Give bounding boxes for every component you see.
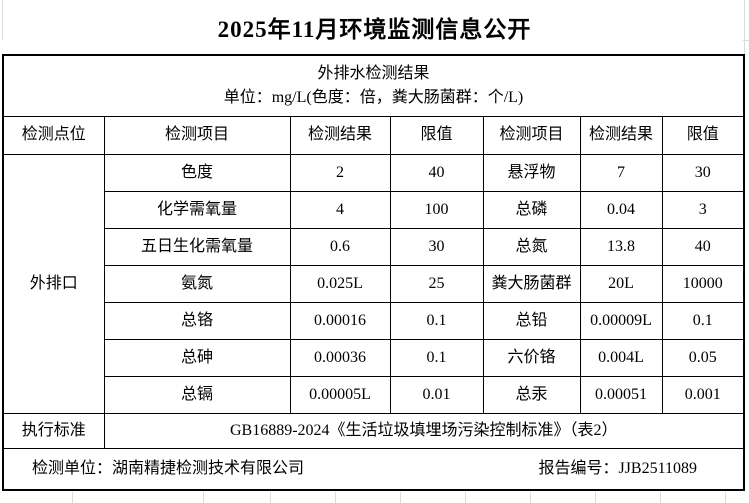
table-row: 总铬 0.00016 0.1 总铅 0.00009L 0.1	[3, 302, 745, 340]
cell-limit: 40	[661, 228, 745, 266]
table-subtitle: 外排水检测结果	[317, 65, 430, 82]
cell-limit: 10000	[661, 265, 745, 303]
cell-item: 五日生化需氧量	[103, 228, 291, 266]
report-number: 报告编号：JJB2511089	[538, 459, 697, 477]
cell-result: 0.00005L	[289, 376, 391, 414]
gridline	[744, 0, 745, 54]
header-site: 检测点位	[2, 116, 105, 155]
header-item-1: 检测项目	[103, 116, 291, 155]
header-result-2: 检测结果	[579, 116, 663, 155]
table-units: 单位：mg/L(色度：倍，粪大肠菌群：个/L)	[223, 89, 524, 106]
gridline	[465, 492, 466, 503]
cell-result: 7	[579, 154, 663, 192]
table-row: 外排口 色度 2 40 悬浮物 7 30	[2, 154, 745, 414]
page-title: 2025年11月环境监测信息公开	[217, 17, 532, 42]
table-row: 化学需氧量 4 100 总磷 0.04 3	[3, 191, 745, 229]
table-row: 总镉 0.00005L 0.01 总汞 0.00051 0.001	[3, 376, 745, 414]
gridline	[400, 492, 401, 503]
gridline	[595, 492, 596, 503]
header-row: 检测点位 检测项目 检测结果 限值 检测项目 检测结果 限值	[2, 116, 745, 155]
table-row: 氨氮 0.025L 25 粪大肠菌群 20L 10000	[3, 265, 745, 303]
cell-limit: 0.1	[389, 302, 484, 340]
cell-item: 总砷	[103, 339, 291, 377]
gridline	[2, 0, 3, 40]
cell-item: 六价铬	[482, 339, 581, 377]
cell-item: 化学需氧量	[103, 191, 291, 229]
site-cell: 外排口	[2, 154, 105, 414]
footer-cell: 检测单位：湖南精捷检测技术有限公司 报告编号：JJB2511089	[2, 448, 745, 491]
cell-item: 色度	[103, 154, 291, 192]
cell-item: 总氮	[482, 228, 581, 266]
gridline	[270, 492, 271, 503]
table-row: 五日生化需氧量 0.6 30 总氮 13.8 40	[3, 228, 745, 266]
cell-result: 0.00051	[579, 376, 663, 414]
testing-org: 检测单位：湖南精捷检测技术有限公司	[32, 459, 305, 477]
header-result-1: 检测结果	[289, 116, 391, 155]
gridline	[660, 492, 661, 503]
gridline	[72, 492, 73, 503]
cell-item: 悬浮物	[482, 154, 581, 192]
standard-row: 执行标准 GB16889-2024《生活垃圾填埋场污染控制标准》（表2）	[2, 413, 745, 449]
cell-item: 总汞	[482, 376, 581, 414]
table-row: 总砷 0.00036 0.1 六价铬 0.004L 0.05	[3, 339, 745, 377]
gridline	[203, 492, 204, 503]
cell-item: 氨氮	[103, 265, 291, 303]
cell-limit: 3	[661, 191, 745, 229]
cell-result: 13.8	[579, 228, 663, 266]
header-limit-1: 限值	[389, 116, 484, 155]
cell-limit: 40	[389, 154, 484, 192]
gridline	[335, 492, 336, 503]
cell-result: 4	[289, 191, 391, 229]
cell-result: 0.004L	[579, 339, 663, 377]
cell-limit: 0.1	[389, 339, 484, 377]
footer-row: 检测单位：湖南精捷检测技术有限公司 报告编号：JJB2511089	[2, 448, 745, 491]
gridline	[743, 40, 749, 41]
subtitle-row: 外排水检测结果 单位：mg/L(色度：倍，粪大肠菌群：个/L)	[2, 54, 745, 117]
standard-value: GB16889-2024《生活垃圾填埋场污染控制标准》（表2）	[103, 413, 745, 449]
cell-result: 0.04	[579, 191, 663, 229]
gridline	[725, 492, 726, 503]
cell-item: 总铅	[482, 302, 581, 340]
cell-limit: 30	[661, 154, 745, 192]
cell-item: 总镉	[103, 376, 291, 414]
cell-limit: 0.1	[661, 302, 745, 340]
header-limit-2: 限值	[661, 116, 745, 155]
cell-result: 0.00016	[289, 302, 391, 340]
cell-result: 20L	[579, 265, 663, 303]
cell-limit: 100	[389, 191, 484, 229]
subtitle-cell: 外排水检测结果 单位：mg/L(色度：倍，粪大肠菌群：个/L)	[2, 54, 745, 117]
cell-limit: 25	[389, 265, 484, 303]
header-item-2: 检测项目	[482, 116, 581, 155]
cell-limit: 0.001	[661, 376, 745, 414]
cell-limit: 30	[389, 228, 484, 266]
cell-result: 0.00009L	[579, 302, 663, 340]
cell-item: 粪大肠菌群	[482, 265, 581, 303]
cell-result: 0.025L	[289, 265, 391, 303]
cell-result: 2	[289, 154, 391, 192]
cell-limit: 0.05	[661, 339, 745, 377]
cell-item: 总铬	[103, 302, 291, 340]
standard-label: 执行标准	[2, 413, 105, 449]
cell-result: 0.00036	[289, 339, 391, 377]
gridline	[530, 492, 531, 503]
cell-item: 总磷	[482, 191, 581, 229]
cell-limit: 0.01	[389, 376, 484, 414]
cell-result: 0.6	[289, 228, 391, 266]
monitoring-table: 外排水检测结果 单位：mg/L(色度：倍，粪大肠菌群：个/L) 检测点位 检测项…	[2, 54, 745, 491]
